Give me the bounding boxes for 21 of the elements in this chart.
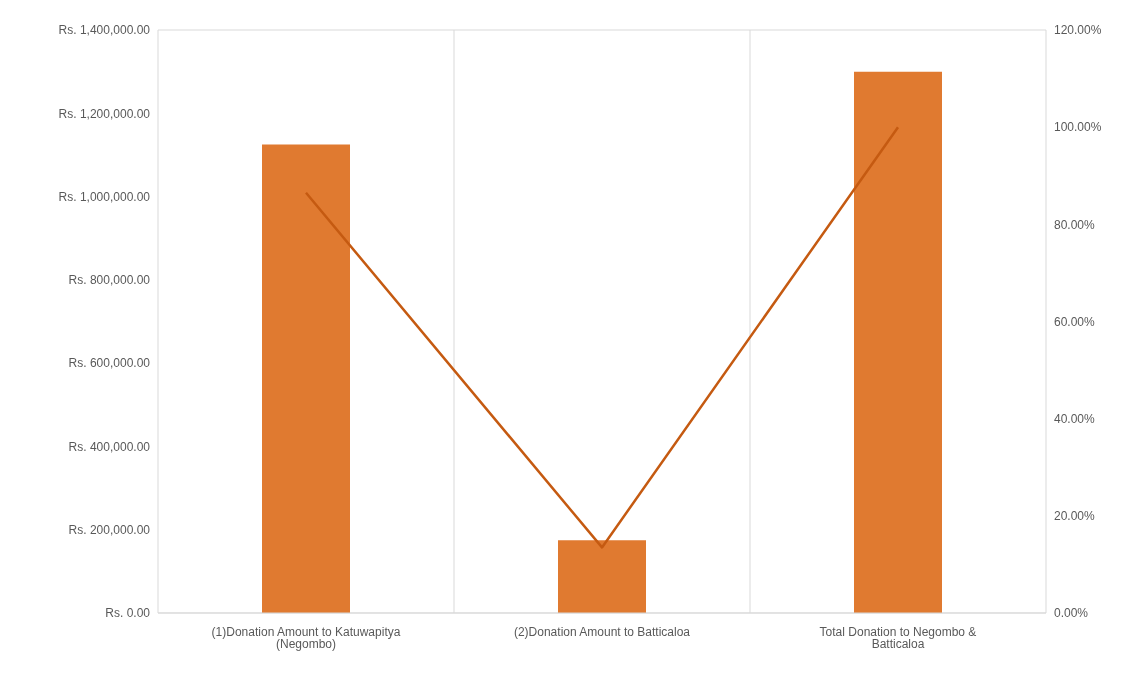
bar [262, 144, 350, 613]
bar [558, 540, 646, 613]
y2-tick-label: 20.00% [1054, 509, 1096, 524]
y2-tick-label: 40.00% [1054, 411, 1096, 426]
y-tick-label: Rs. 1,200,000.00 [58, 106, 151, 121]
x-tick-label: (2)Donation Amount to Batticaloa [513, 624, 691, 639]
y2-tick-label: 120.00% [1054, 23, 1102, 38]
y2-tick-label: 100.00% [1054, 120, 1102, 135]
x-tick-label: (1)Donation Amount to Katuwapitya (Negombo) [211, 624, 401, 651]
y-tick-label: Rs. 400,000.00 [68, 439, 151, 454]
y2-tick-label: 60.00% [1054, 314, 1096, 329]
y-tick-label: Rs. 800,000.00 [68, 273, 151, 288]
y-tick-label: Rs. 600,000.00 [68, 356, 151, 371]
y2-tick-label: 80.00% [1054, 217, 1096, 232]
y-tick-label: Rs. 1,400,000.00 [58, 23, 151, 38]
x-tick-label: Total Donation to Negombo & Batticaloa [819, 624, 977, 651]
y2-tick-label: 0.00% [1054, 606, 1089, 621]
y-tick-label: Rs. 0.00 [105, 606, 151, 621]
y-tick-label: Rs. 1,000,000.00 [58, 189, 151, 204]
y-tick-label: Rs. 200,000.00 [68, 522, 151, 537]
bar [854, 71, 942, 613]
